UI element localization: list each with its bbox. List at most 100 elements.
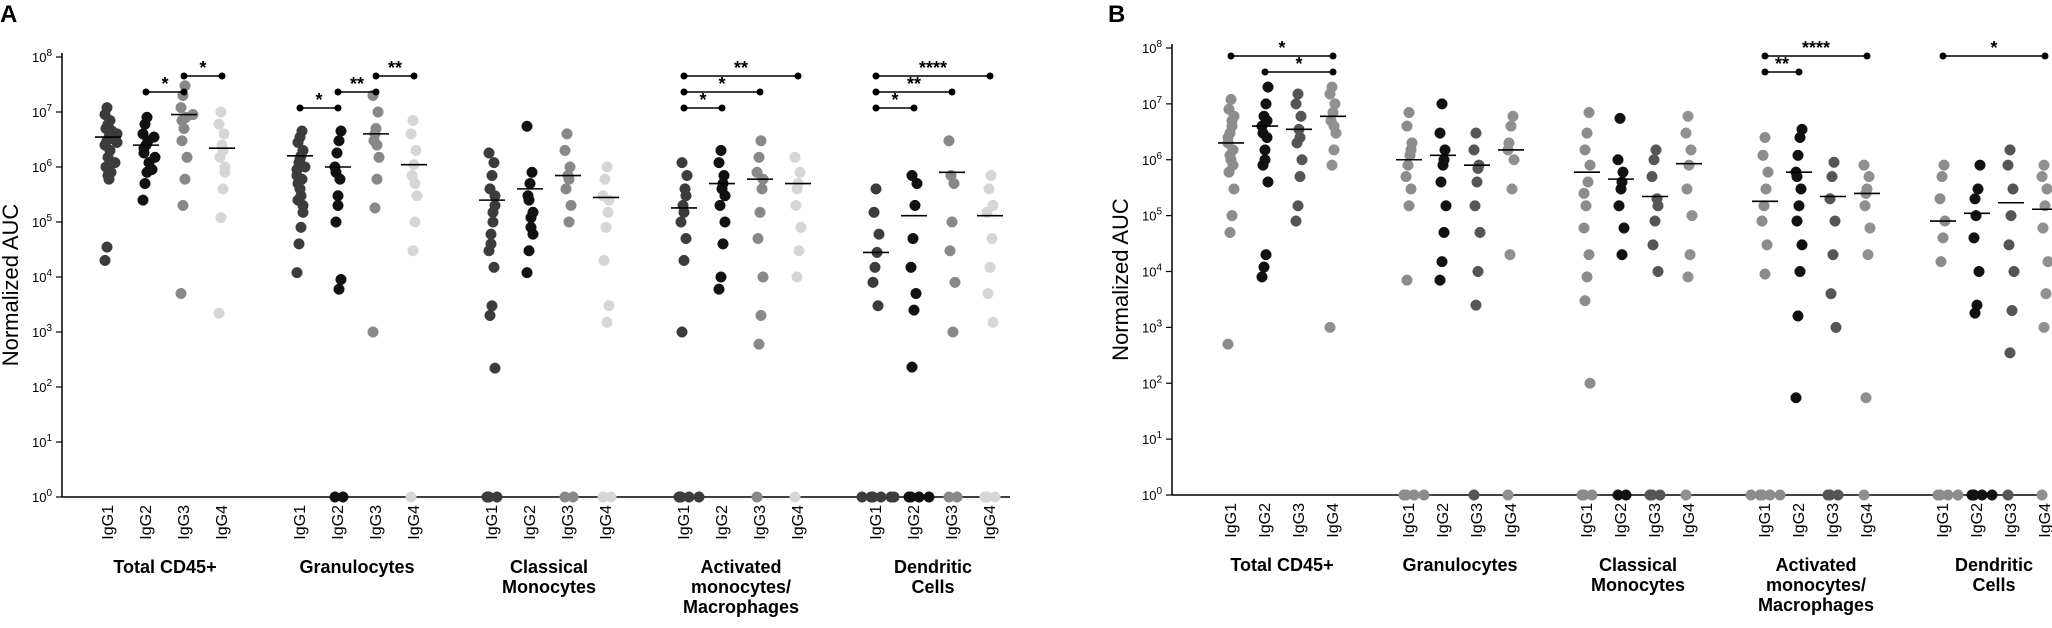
data-point <box>2042 256 2052 268</box>
y-tick-label: 106 <box>1142 151 1162 168</box>
significance-bar: * <box>1261 54 1337 76</box>
data-point <box>297 199 309 211</box>
data-point <box>213 118 225 130</box>
data-point <box>755 309 767 321</box>
data-point <box>906 361 918 373</box>
data-point <box>1474 226 1486 238</box>
data-point <box>1830 321 1842 333</box>
data-point <box>1832 489 1844 501</box>
data-point <box>1438 154 1450 166</box>
data-point <box>789 151 801 163</box>
data-point <box>292 178 304 190</box>
group-label: Granulocytes <box>1402 555 1517 575</box>
significance-label: ** <box>907 74 921 94</box>
data-point <box>1760 183 1772 195</box>
data-point <box>564 161 576 173</box>
data-point <box>218 128 230 140</box>
data-point <box>949 276 961 288</box>
significance-end <box>372 88 380 96</box>
data-point <box>979 491 991 503</box>
significance-end <box>218 72 226 80</box>
data-point <box>1260 98 1272 110</box>
x-tick-label: IgG4 <box>790 505 807 540</box>
data-point <box>600 221 612 233</box>
y-tick-label: 103 <box>32 323 52 340</box>
data-point <box>1932 489 1944 501</box>
significance-end <box>142 88 150 96</box>
significance-label: * <box>1295 54 1302 74</box>
data-point <box>526 166 538 178</box>
data-point <box>794 166 806 178</box>
significance-end <box>1761 52 1769 60</box>
data-point <box>1652 200 1664 212</box>
data-point <box>1400 171 1412 183</box>
data-point <box>565 199 577 211</box>
significance-bar: * <box>296 90 342 112</box>
data-point <box>179 173 191 185</box>
significance-bar: * <box>680 90 726 112</box>
data-point <box>2003 239 2015 251</box>
data-point <box>1398 489 1410 501</box>
y-tick-label: 102 <box>1142 374 1162 391</box>
data-point <box>751 491 763 503</box>
data-point <box>521 120 533 132</box>
data-point <box>1829 215 1841 227</box>
data-point <box>1226 115 1238 127</box>
group-3: IgG1 IgG2 IgG3 IgG4 Activatedmonocytes/Macro… <box>671 58 811 617</box>
data-point <box>1256 271 1268 283</box>
data-point <box>714 199 726 211</box>
data-point <box>484 309 496 321</box>
significance-end <box>334 88 342 96</box>
data-point <box>1222 338 1234 350</box>
data-point <box>487 216 499 228</box>
x-tick-label: IgG1 <box>484 505 501 540</box>
data-point <box>1262 81 1274 93</box>
data-point <box>856 491 868 503</box>
data-point <box>333 283 345 295</box>
data-point <box>1468 144 1480 156</box>
data-point <box>1259 144 1271 156</box>
data-point <box>1471 176 1483 188</box>
data-point <box>753 151 765 163</box>
significance-end <box>2041 52 2049 60</box>
data-point <box>1859 200 1871 212</box>
data-point <box>335 125 347 137</box>
data-point <box>2007 183 2019 195</box>
data-point <box>1972 183 1984 195</box>
data-point <box>1758 200 1770 212</box>
x-tick-label: IgG4 <box>214 505 231 540</box>
x-tick-label: IgG1 <box>1757 503 1774 538</box>
data-point <box>987 199 999 211</box>
x-tick-label: IgG3 <box>560 505 577 540</box>
data-point <box>1680 127 1692 139</box>
group-0: IgG1 IgG2 IgG3 IgG4 Total CD45+ * * <box>95 58 235 577</box>
data-point <box>1582 176 1594 188</box>
x-tick-label: IgG2 <box>714 505 731 540</box>
data-point <box>371 173 383 185</box>
group-label: Cells <box>1972 575 2015 595</box>
data-point <box>603 194 615 206</box>
significance-label: ** <box>734 58 748 78</box>
significance-label: * <box>315 90 322 110</box>
group-label: monocytes/ <box>691 577 791 597</box>
data-point <box>790 199 802 211</box>
data-point <box>2041 183 2052 195</box>
data-point <box>181 151 193 163</box>
data-point <box>1828 156 1840 168</box>
data-point <box>296 125 308 137</box>
data-point <box>947 326 959 338</box>
data-point <box>713 283 725 295</box>
x-tick-label: IgG2 <box>1257 503 1274 538</box>
data-point <box>101 241 113 253</box>
data-point <box>1583 249 1595 261</box>
data-point <box>984 261 996 273</box>
data-point <box>1468 489 1480 501</box>
data-point <box>1858 489 1870 501</box>
significance-bar: ** <box>1761 54 1803 76</box>
data-point <box>295 190 307 202</box>
significance-end <box>1795 68 1803 76</box>
significance-end <box>180 72 188 80</box>
data-point <box>489 190 501 202</box>
